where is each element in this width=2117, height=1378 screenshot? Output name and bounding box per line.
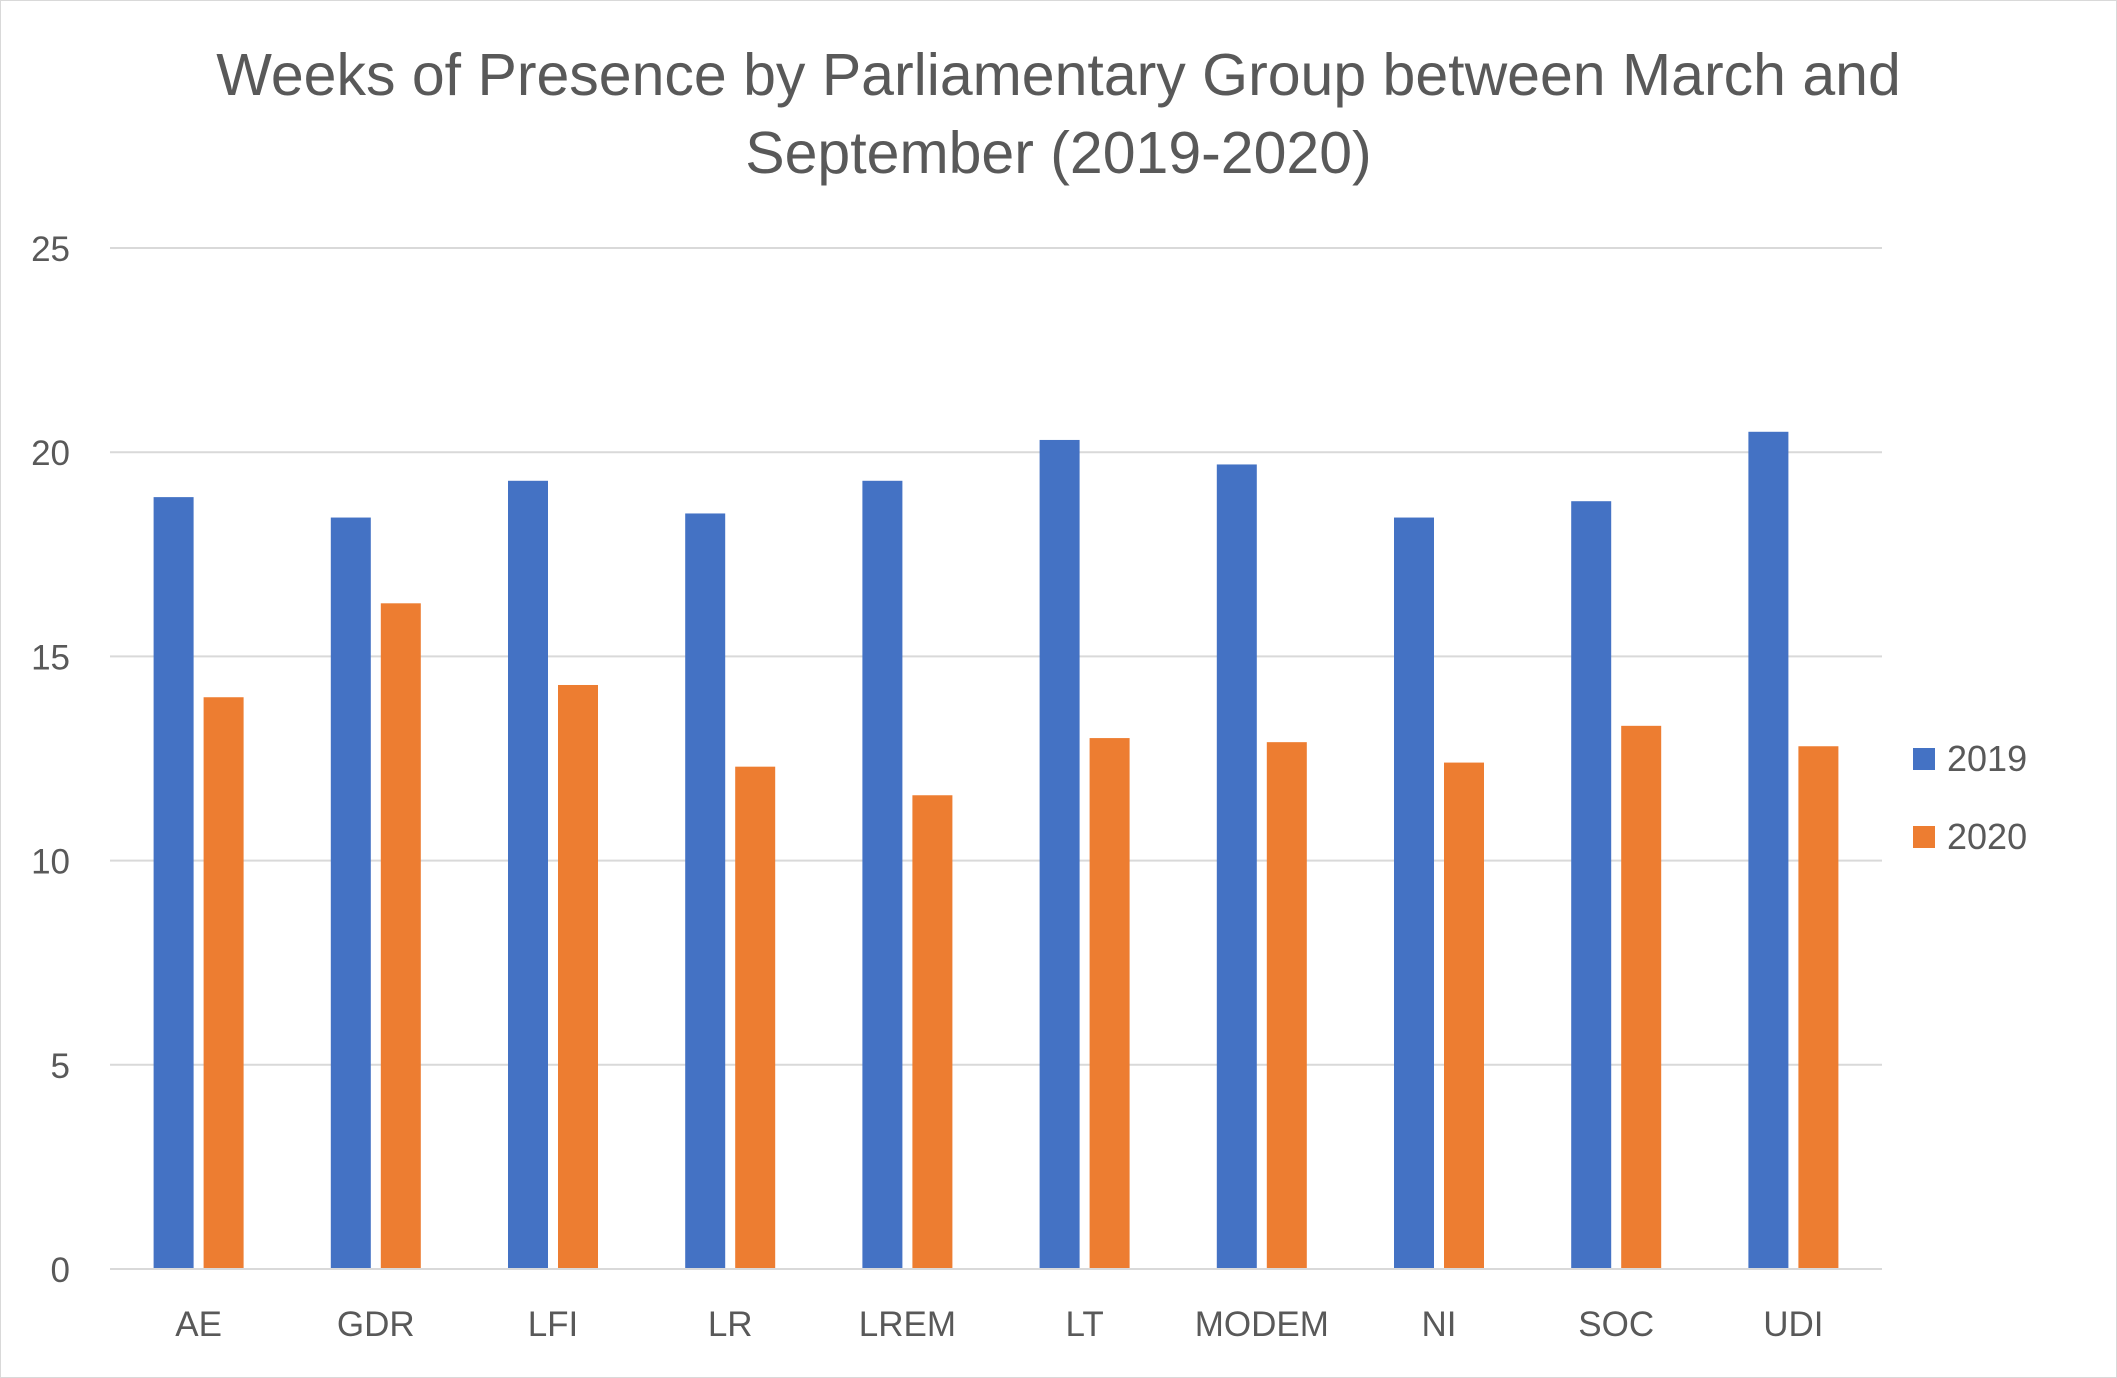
bar-2019-lfi (508, 480, 548, 1270)
x-tick-label-udi: UDI (1763, 1305, 1823, 1344)
y-tick-label-5: 5 (51, 1047, 70, 1086)
x-tick-label-lr: LR (708, 1305, 753, 1344)
x-tick-label-lrem: LREM (859, 1305, 956, 1344)
bar-2020-lfi (558, 684, 598, 1269)
bar-2019-modem (1216, 464, 1257, 1269)
bar-2019-udi (1748, 431, 1789, 1269)
bar-2020-lrem (912, 795, 953, 1269)
bar-2020-modem (1266, 742, 1307, 1269)
chart-title: Weeks of Presence by Parliamentary Group… (0, 36, 2117, 192)
y-tick-label-20: 20 (31, 434, 70, 473)
bar-2019-lr (685, 513, 726, 1269)
legend: 2019 2020 (1913, 720, 2027, 876)
y-tick-label-10: 10 (31, 843, 70, 882)
legend-label-2020: 2020 (1947, 816, 2028, 857)
bar-2019-ae (153, 497, 194, 1269)
legend-swatch-2020 (1913, 826, 1935, 848)
bar-2020-lt (1089, 738, 1130, 1269)
x-tick-label-ae: AE (175, 1305, 222, 1344)
bar-2020-lr (735, 766, 776, 1269)
x-tick-label-ni: NI (1422, 1305, 1457, 1344)
x-tick-label-gdr: GDR (337, 1305, 415, 1344)
bar-2020-soc (1621, 725, 1662, 1269)
bar-2019-soc (1571, 501, 1612, 1269)
bar-2019-gdr (330, 517, 371, 1269)
legend-item-2019: 2019 (1913, 720, 2027, 798)
bar-2020-ni (1444, 762, 1484, 1269)
x-tick-label-soc: SOC (1578, 1305, 1654, 1344)
bar-2019-lt (1039, 439, 1080, 1269)
bar-2020-ae (203, 697, 244, 1269)
legend-label-2019: 2019 (1947, 738, 2028, 779)
y-tick-label-25: 25 (31, 230, 70, 269)
bar-2020-gdr (380, 603, 421, 1269)
x-tick-label-lt: LT (1065, 1305, 1103, 1344)
x-tick-label-lfi: LFI (528, 1305, 579, 1344)
legend-item-2020: 2020 (1913, 798, 2027, 876)
y-tick-label-15: 15 (31, 638, 70, 677)
chart-title-line-2: September (2019-2020) (745, 120, 1372, 186)
x-tick-label-modem: MODEM (1195, 1305, 1329, 1344)
bar-2019-ni (1394, 517, 1434, 1269)
bar-2019-lrem (862, 480, 903, 1270)
chart-title-line-1: Weeks of Presence by Parliamentary Group… (216, 42, 1901, 108)
bar-2020-udi (1798, 746, 1839, 1269)
y-tick-label-0: 0 (51, 1251, 70, 1290)
legend-swatch-2019 (1913, 748, 1935, 770)
